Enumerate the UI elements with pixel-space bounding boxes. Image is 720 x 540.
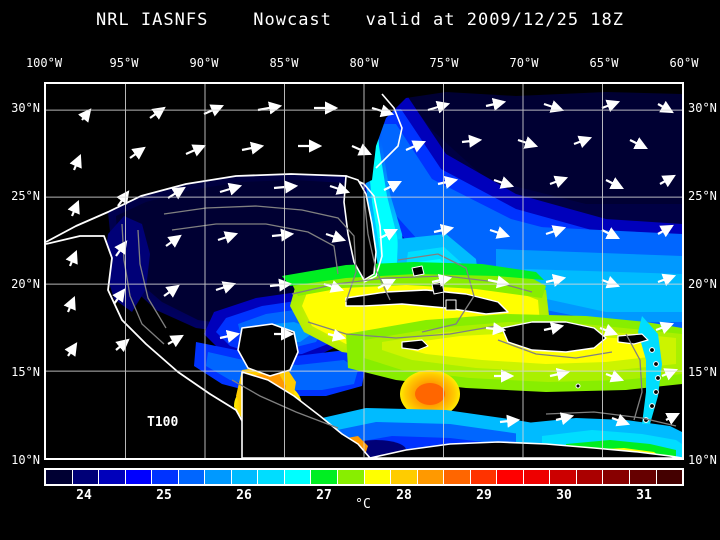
- colorbar-swatch: [125, 470, 153, 484]
- colorbar-swatch: [205, 470, 232, 484]
- colorbar-swatch: [99, 470, 126, 484]
- lon-tick-90W: 90°W: [189, 56, 219, 70]
- colorbar-swatch: [497, 470, 524, 484]
- colorbar-swatch: [311, 470, 339, 484]
- colorbar-swatch: [231, 470, 259, 484]
- colorbar-swatch: [284, 470, 312, 484]
- lat-tick-right-30N: 30°N: [688, 101, 717, 116]
- graticule: [46, 84, 682, 458]
- lon-tick-100W: 100°W: [25, 56, 63, 70]
- temperature-colorbar[interactable]: [44, 468, 684, 486]
- map-plot-area[interactable]: T100: [44, 82, 684, 460]
- colorbar-tick-27: 27: [316, 488, 332, 503]
- longitude-axis: 100°W 95°W 90°W 85°W 80°W 75°W 70°W 65°W 60°W: [26, 56, 699, 74]
- lat-tick-left-30N: 30°N: [11, 101, 40, 116]
- colorbar-tick-29: 29: [476, 488, 492, 503]
- lat-tick-right-10N: 10°N: [688, 453, 717, 467]
- colorbar-tick-25: 25: [156, 488, 172, 503]
- colorbar-swatch: [630, 470, 657, 484]
- lon-tick-65W: 65°W: [589, 56, 619, 70]
- current-vectors: [63, 97, 680, 428]
- colorbar-swatch: [523, 470, 551, 484]
- colorbar-swatch: [258, 470, 285, 484]
- t100-label: T100: [147, 415, 179, 430]
- lon-tick-75W: 75°W: [429, 56, 459, 70]
- colorbar-swatch: [391, 470, 418, 484]
- colorbar-tick-30: 30: [556, 488, 572, 503]
- lon-tick-70W: 70°W: [509, 56, 539, 70]
- colorbar-swatch: [46, 470, 73, 484]
- colorbar-swatch: [576, 470, 604, 484]
- lat-tick-right-20N: 20°N: [688, 277, 717, 292]
- page-title: NRL IASNFS Nowcast valid at 2009/12/25 1…: [95, 10, 625, 30]
- colorbar-swatch: [152, 470, 179, 484]
- lat-tick-left-25N: 25°N: [11, 189, 40, 204]
- lat-tick-left-15N: 15°N: [11, 365, 40, 380]
- colorbar-swatch: [444, 470, 471, 484]
- sst-field: [46, 84, 682, 458]
- lat-tick-left-10N: 10°N: [11, 453, 40, 467]
- colorbar-swatch: [417, 470, 445, 484]
- lon-tick-60W: 60°W: [669, 56, 699, 70]
- colorbar-swatch: [72, 470, 100, 484]
- colorbar-tick-24: 24: [76, 488, 92, 503]
- colorbar-swatch: [178, 470, 206, 484]
- lat-tick-right-25N: 25°N: [688, 189, 717, 204]
- lon-tick-85W: 85°W: [269, 56, 299, 70]
- colorbar-swatch: [338, 470, 365, 484]
- colorbar-swatch: [550, 470, 577, 484]
- colorbar-unit-label: °C: [355, 497, 371, 512]
- colorbar-swatch: [470, 470, 498, 484]
- colorbar-swatch: [603, 470, 631, 484]
- colorbar-swatch: [656, 470, 683, 484]
- colorbar-swatch: [364, 470, 392, 484]
- lon-tick-95W: 95°W: [109, 56, 139, 70]
- lat-tick-left-20N: 20°N: [11, 277, 40, 292]
- colorbar-tick-28: 28: [396, 488, 412, 503]
- lat-tick-right-15N: 15°N: [688, 365, 717, 380]
- lon-tick-80W: 80°W: [349, 56, 379, 70]
- colorbar-tick-26: 26: [236, 488, 252, 503]
- colorbar-tick-31: 31: [636, 488, 652, 503]
